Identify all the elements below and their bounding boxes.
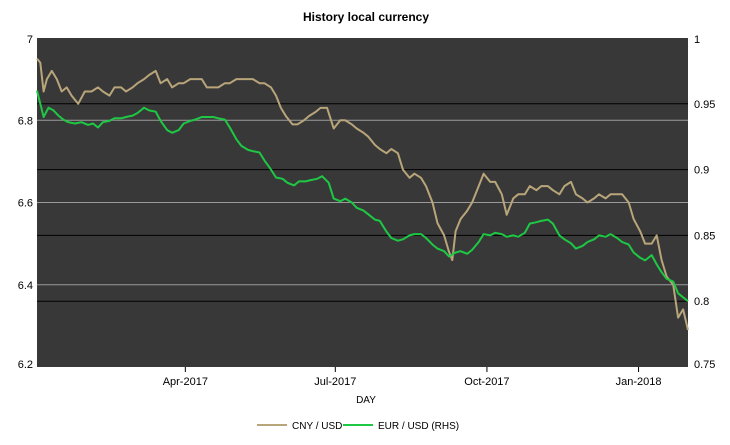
legend-label: CNY / USD [292, 421, 342, 432]
x-tick-label: Jul-2017 [314, 376, 356, 388]
chart-title: History local currency [303, 10, 429, 24]
left-tick-label: 6.4 [18, 280, 33, 292]
left-tick-label: 6.6 [18, 198, 33, 210]
x-tick-label: Oct-2017 [464, 376, 509, 388]
left-tick-label: 6.8 [18, 115, 33, 127]
x-tick-label: Apr-2017 [163, 376, 208, 388]
right-tick-label: 0.95 [694, 99, 715, 111]
right-tick-label: 1 [694, 34, 700, 46]
left-tick-label: 6.2 [18, 359, 33, 371]
series-layer [36, 57, 689, 331]
legend: CNY / USD EUR / USD (RHS) [257, 421, 459, 432]
series-line-eur-usd [36, 90, 689, 302]
right-tick-label: 0.9 [694, 165, 709, 177]
right-tick-label: 0.8 [694, 296, 709, 308]
x-axis-ticks: Apr-2017 Jul-2017 Oct-2017 Jan-2018 [163, 367, 662, 388]
right-tick-label: 0.85 [694, 230, 715, 242]
gridlines [37, 103, 688, 302]
left-tick-label: 7 [27, 34, 33, 46]
right-tick-label: 0.75 [694, 359, 715, 371]
left-axis-ticks: 6.2 6.4 6.6 6.8 7 [18, 34, 33, 371]
x-axis-label: DAY [356, 395, 376, 406]
right-axis-ticks: 0.75 0.8 0.85 0.9 0.95 1 [694, 34, 715, 371]
legend-label: EUR / USD (RHS) [378, 421, 459, 432]
series-line-cny-usd [36, 57, 689, 331]
x-tick-label: Jan-2018 [616, 376, 662, 388]
